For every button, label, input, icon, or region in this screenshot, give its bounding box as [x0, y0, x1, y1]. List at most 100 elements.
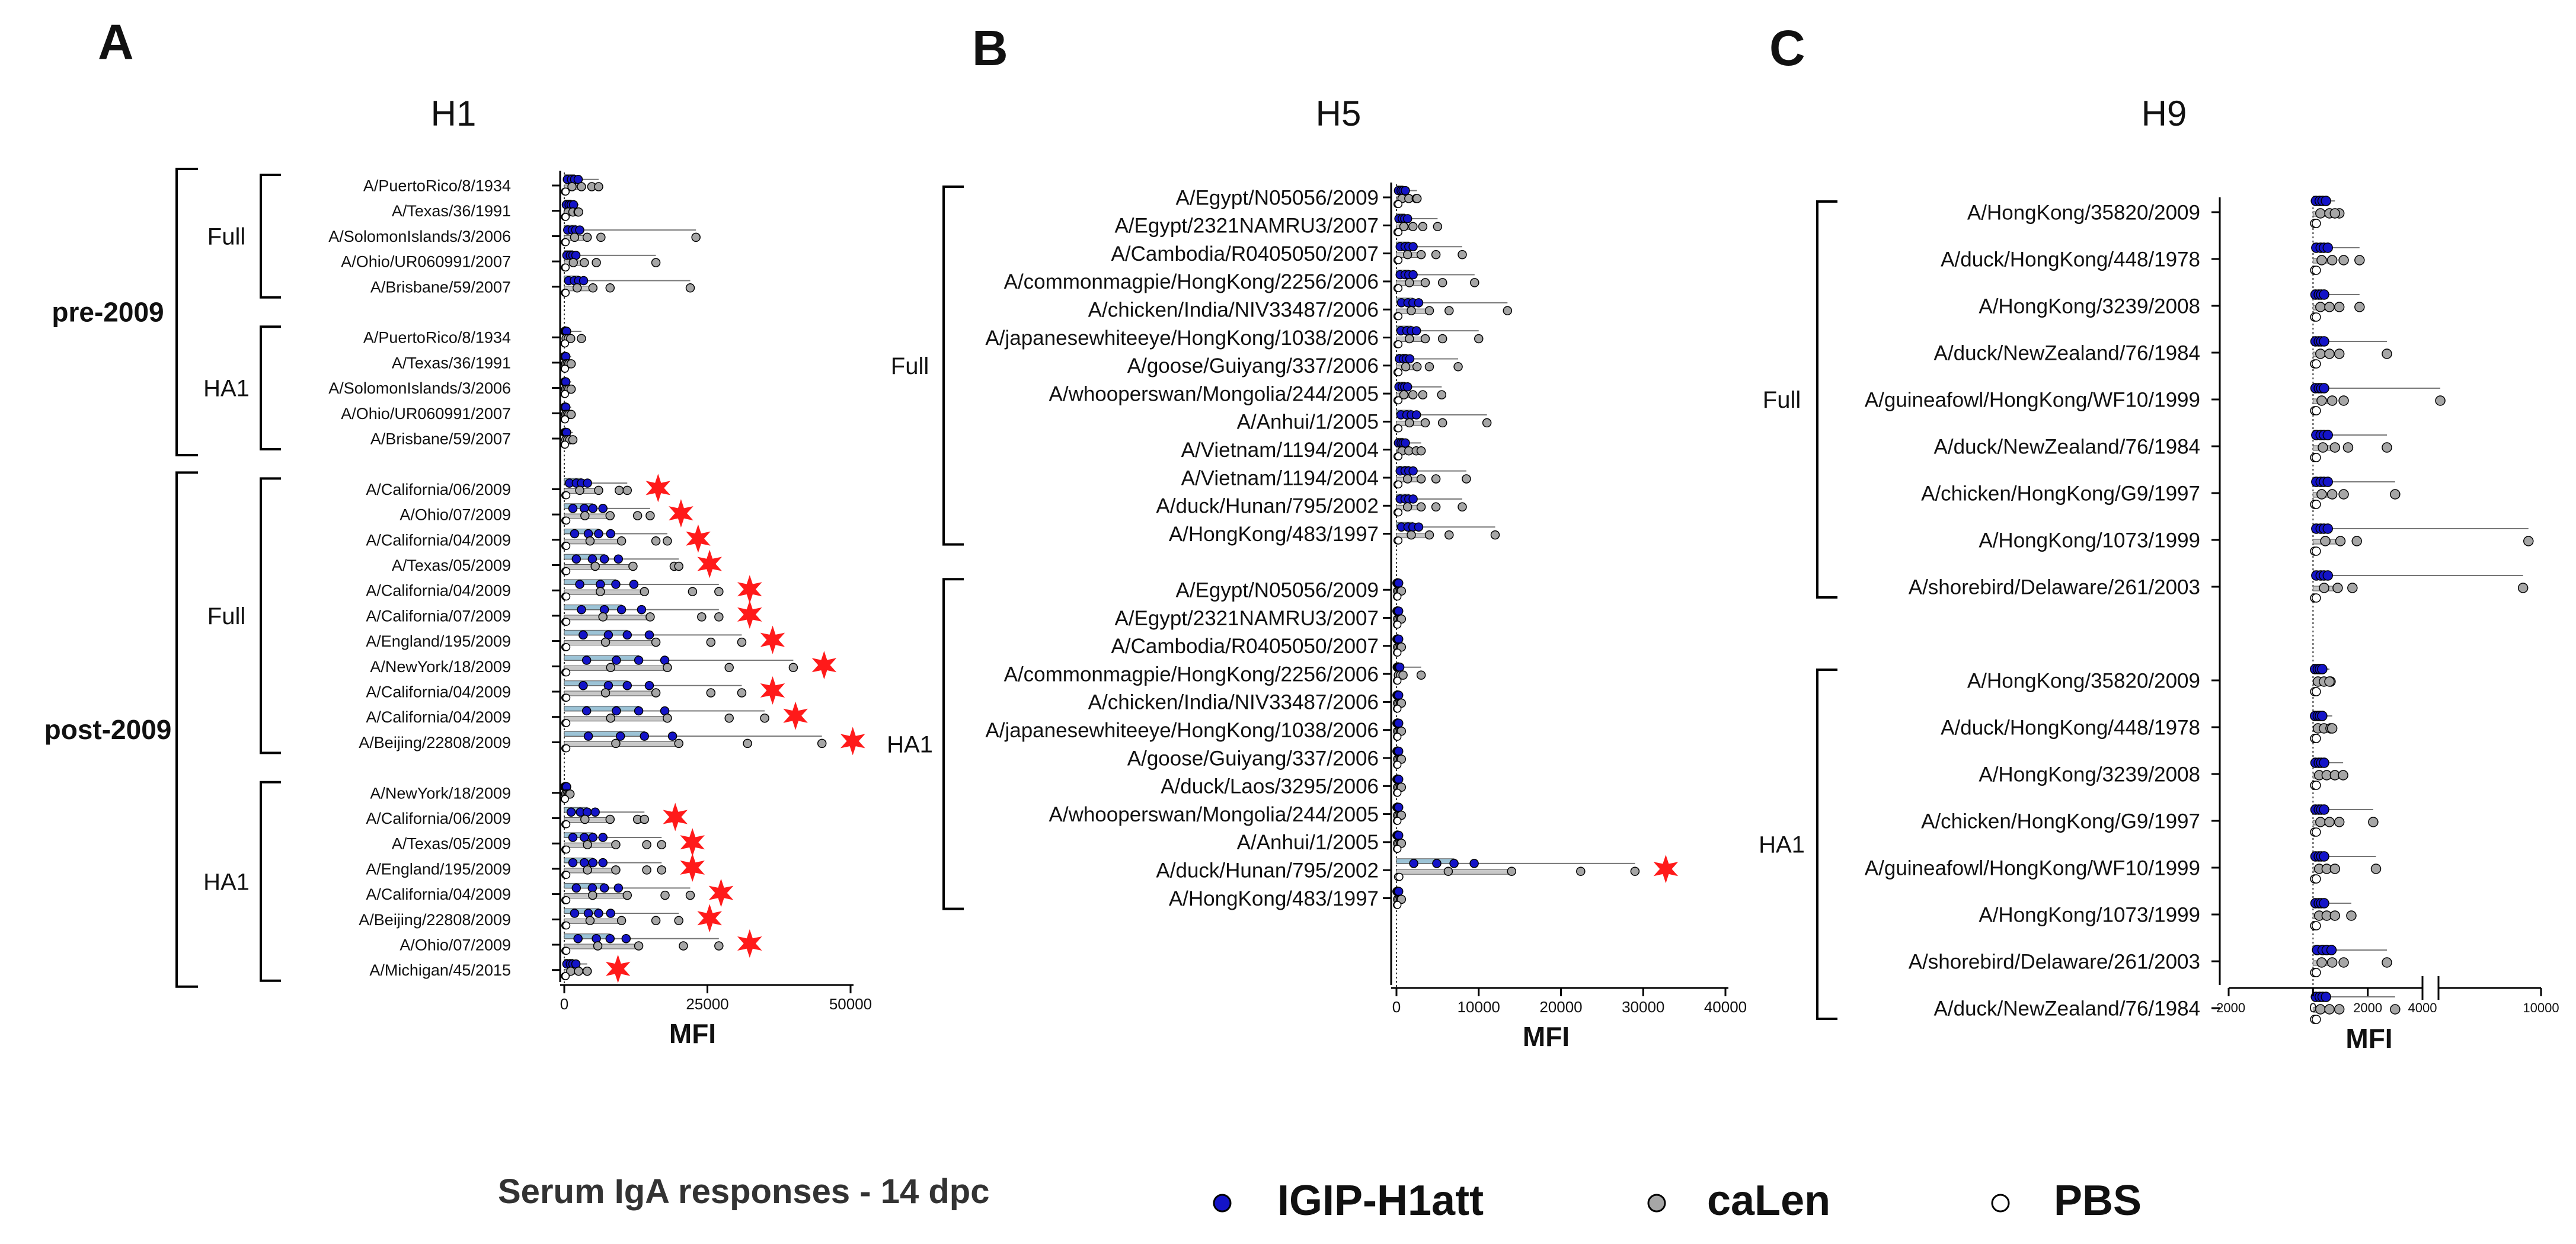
igip-point [1414, 298, 1424, 308]
calen-point [2315, 817, 2326, 827]
significance-star [697, 904, 722, 933]
pbs-point [562, 618, 571, 626]
calen-point [567, 182, 577, 191]
igip-bar [564, 605, 622, 610]
calen-point [1424, 362, 1434, 372]
pbs-point [562, 693, 571, 702]
calen-point [2332, 583, 2343, 593]
calen-point [2347, 583, 2358, 593]
igip-point [606, 529, 615, 539]
x-tick-label: 2000 [2353, 1000, 2382, 1015]
igip-point [621, 934, 631, 944]
igip-point [2322, 477, 2334, 487]
panel-letter-a: A [98, 14, 134, 70]
panel-a-title: H1 [431, 94, 477, 133]
calen-bar [1396, 869, 1512, 875]
strain-label: A/Vietnam/1194/2004 [1181, 466, 1379, 490]
calen-point [1431, 250, 1441, 260]
x-tick-label: 30000 [1622, 998, 1664, 1016]
legend-caption: Serum IgA responses - 14 dpc [498, 1172, 989, 1211]
significance-star [680, 828, 705, 857]
strain-label: A/Texas/05/2009 [392, 557, 511, 574]
strain-label: A/SolomonIslands/3/2006 [328, 228, 511, 245]
calen-bar [564, 741, 679, 747]
calen-point [1576, 866, 1586, 876]
panel-a-h1-chart: A/PuertoRico/8/1934 A/Texas/36/1991 A/Solo… [44, 168, 872, 1049]
strain-label: A/Anhui/1/2005 [1237, 411, 1379, 434]
x-axis-title: MFI [2345, 1023, 2392, 1054]
igip-point [644, 630, 654, 640]
calen-point [628, 561, 638, 571]
calen-max-point [2338, 770, 2348, 781]
calen-point [1431, 474, 1441, 484]
calen-point [594, 485, 603, 495]
calen-max-point [1490, 530, 1500, 540]
group-bracket [1816, 669, 1837, 1020]
igip-point [611, 580, 621, 589]
strain-label: A/SolomonIslands/3/2006 [328, 379, 511, 397]
calen-point [697, 612, 707, 622]
calen-point [640, 587, 649, 596]
calen-max-point [1458, 502, 1467, 512]
calen-point [1408, 390, 1418, 399]
calen-point [1443, 866, 1453, 876]
strain-label: A/whooperswan/Mongolia/244/2005 [1049, 803, 1379, 826]
pbs-point [1395, 872, 1404, 881]
igip-point [1401, 186, 1410, 196]
significance-star [840, 727, 865, 756]
calen-point [1418, 390, 1428, 399]
pbs-point [1394, 424, 1403, 433]
igip-point [581, 655, 592, 665]
igip-point [1411, 326, 1421, 335]
igip-point [598, 833, 608, 842]
calen-max-point [2382, 442, 2392, 453]
calen-max-point [2324, 676, 2335, 687]
calen-point [611, 865, 621, 875]
calen-point [1402, 250, 1412, 260]
igip-point [634, 655, 644, 665]
strain-label: A/chicken/India/NIV33487/2006 [1088, 298, 1379, 321]
pbs-point [1393, 621, 1402, 629]
calen-point [1418, 222, 1428, 232]
strain-label: A/Ohio/07/2009 [399, 506, 511, 524]
group-label: Full [1763, 387, 1801, 413]
pbs-point [2312, 406, 2321, 415]
pbs-point [1393, 705, 1402, 713]
calen-max-point [2382, 957, 2392, 968]
calen-point [580, 814, 590, 824]
calen-max-point [657, 865, 666, 875]
calen-point [600, 688, 611, 698]
legend: Serum IgA responses - 14 dpc IGIP-H1att … [498, 1172, 2142, 1224]
pbs-point [1394, 312, 1403, 321]
igip-point [2319, 757, 2329, 768]
calen-max-point [788, 663, 798, 673]
calen-point [706, 637, 716, 647]
pbs-point [2312, 312, 2321, 322]
igip-point [615, 731, 625, 741]
calen-max-point [574, 207, 583, 217]
strain-label: A/japanesewhiteeye/HongKong/1038/2006 [985, 327, 1379, 350]
igip-bar [564, 933, 611, 939]
calen-point [585, 916, 595, 926]
calen-point [651, 536, 661, 546]
calen-max-point [1433, 222, 1443, 232]
calen-point [2324, 348, 2335, 359]
calen-point [593, 941, 603, 951]
significance-star [760, 676, 785, 705]
calen-point [651, 916, 661, 926]
strain-label: A/shorebird/Delaware/261/2003 [1909, 950, 2200, 973]
pbs-point [562, 946, 571, 955]
calen-max-point [645, 511, 655, 520]
strain-label: A/California/06/2009 [366, 810, 511, 827]
pbs-point [561, 390, 569, 398]
calen-point [1420, 334, 1430, 344]
pbs-point [2312, 687, 2321, 696]
strain-label: A/California/07/2009 [366, 607, 511, 625]
strain-label: A/commonmagpie/HongKong/2256/2006 [1004, 663, 1379, 686]
calen-max-point [577, 334, 586, 343]
group-bracket [260, 477, 281, 754]
igip-point [583, 478, 592, 488]
igip-point [612, 655, 621, 665]
strain-label: A/Vietnam/1194/2004 [1181, 439, 1379, 462]
x-tick-label: 10000 [1458, 998, 1500, 1016]
